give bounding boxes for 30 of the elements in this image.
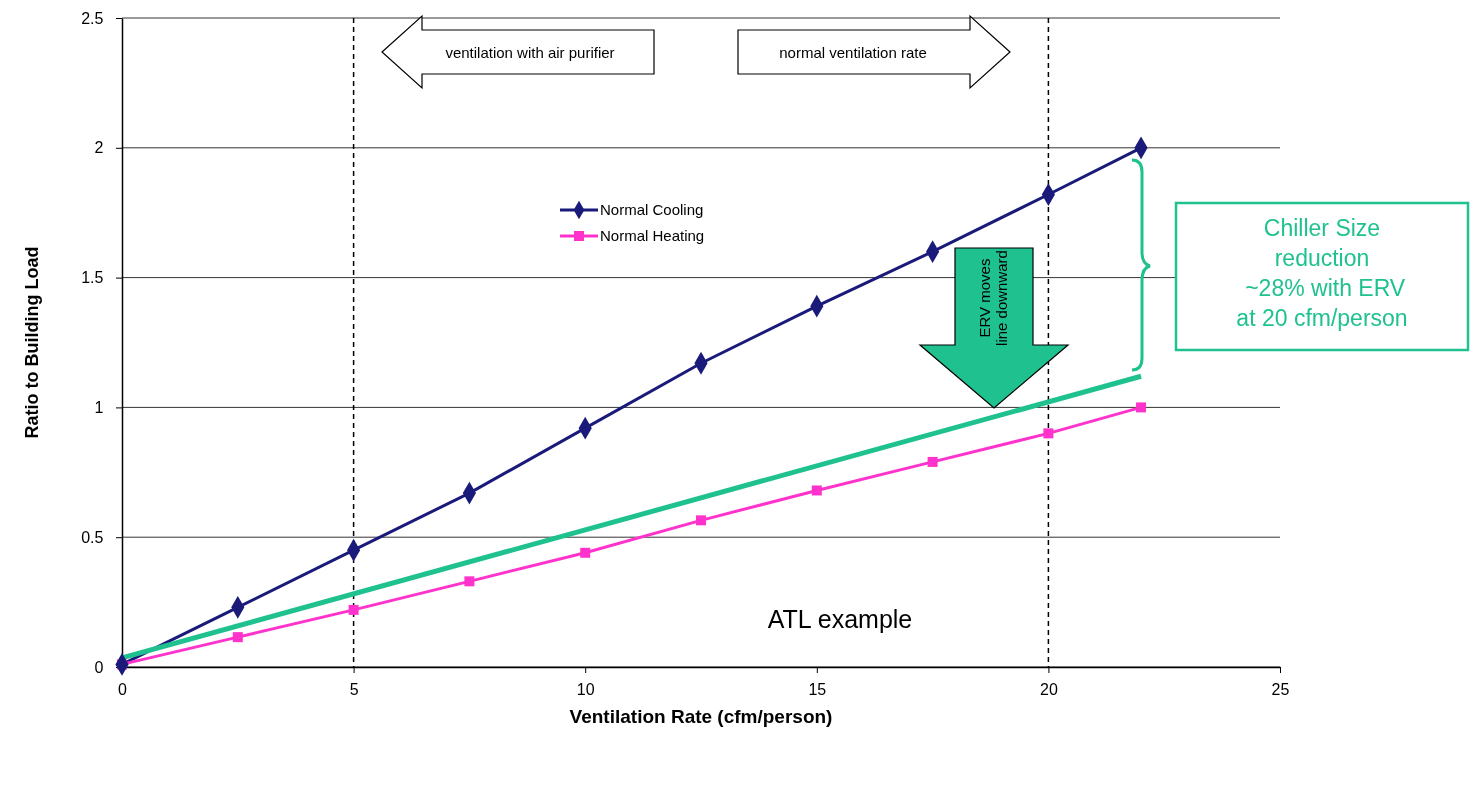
- x-tick-label: 5: [349, 681, 359, 699]
- y-tick-label: 0: [94, 658, 104, 676]
- annotation: ventilation with air purifier: [445, 44, 615, 61]
- legend-label: Normal Cooling: [600, 201, 704, 218]
- y-tick-label: 0.5: [81, 528, 104, 546]
- point: [1136, 402, 1147, 413]
- x-tick-label: 25: [1271, 681, 1290, 699]
- annotation: normal ventilation rate: [779, 44, 927, 61]
- point: [580, 547, 591, 558]
- y-tick-label: 2.5: [81, 9, 104, 27]
- y-axis-title: Ratio to Building Load: [22, 246, 42, 439]
- x-tick-label: 20: [1040, 681, 1058, 699]
- annotation: Chiller Size reduction ~28% with ERV at 20 cfm/person: [1236, 215, 1408, 331]
- y-tick-label: 1: [94, 399, 104, 417]
- point: [232, 632, 243, 643]
- point: [696, 515, 706, 526]
- x-axis-title: Ventilation Rate (cfm/person): [569, 706, 833, 727]
- x-tick-label: 0: [118, 681, 128, 699]
- point: [1043, 428, 1054, 439]
- y-tick-label: 1.5: [81, 269, 104, 287]
- legend-label: Normal Heating: [600, 227, 705, 244]
- point: [927, 456, 938, 467]
- x-tick-label: 15: [808, 681, 827, 699]
- annotation: ATL example: [767, 605, 913, 633]
- annotation: ERV moves line downward: [976, 250, 1010, 346]
- point: [464, 576, 475, 587]
- y-tick-label: 2: [94, 139, 104, 157]
- point: [348, 604, 359, 615]
- point: [811, 485, 822, 496]
- x-tick-label: 10: [576, 681, 595, 699]
